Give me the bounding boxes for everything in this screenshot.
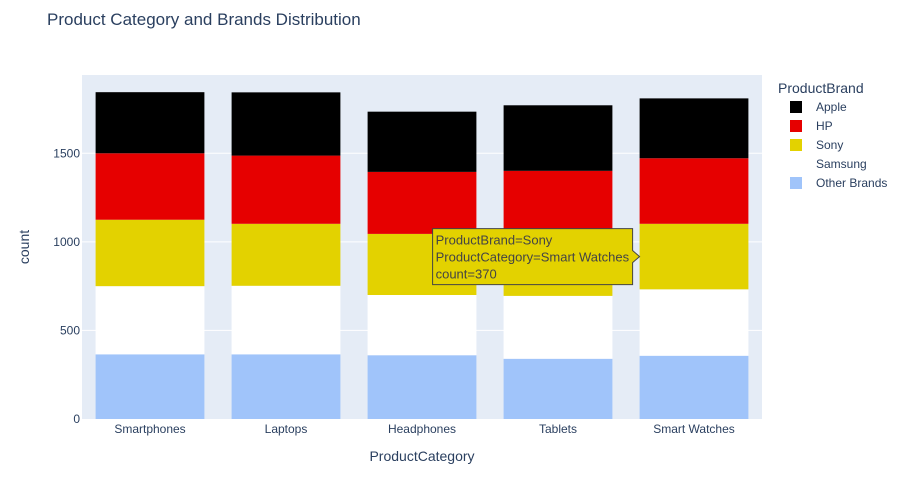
tooltip-line: count=370 <box>436 267 497 282</box>
bar-samsung[interactable] <box>503 295 613 359</box>
legend-swatch <box>790 177 802 189</box>
bar-apple[interactable] <box>95 92 205 154</box>
bar-other-brands[interactable] <box>95 354 205 419</box>
x-axis-title: ProductCategory <box>369 448 474 464</box>
bar-apple[interactable] <box>639 98 749 159</box>
tooltip-line: ProductCategory=Smart Watches <box>436 250 630 265</box>
bar-other-brands[interactable] <box>639 355 749 419</box>
bar-hp[interactable] <box>231 155 341 224</box>
legend-title: ProductBrand <box>778 80 864 96</box>
legend-swatch <box>790 158 802 170</box>
hover-tooltip: ProductBrand=Sony ProductCategory=Smart W… <box>432 228 641 286</box>
bar-other-brands[interactable] <box>367 355 477 419</box>
bar-hp[interactable] <box>95 153 205 220</box>
legend-item-label[interactable]: Other Brands <box>816 176 887 190</box>
bar-samsung[interactable] <box>639 289 749 356</box>
bar-other-brands[interactable] <box>231 354 341 419</box>
x-axis-ticks: Smartphones Laptops Headphones Tablets Smart… <box>114 422 734 436</box>
y-axis-title: count <box>16 230 32 264</box>
bar-samsung[interactable] <box>367 295 477 356</box>
legend-swatch <box>790 101 802 113</box>
x-tick-label: Laptops <box>265 422 308 436</box>
y-tick-label: 1000 <box>53 235 80 249</box>
legend-swatch <box>790 139 802 151</box>
legend-item-label[interactable]: Apple <box>816 100 847 114</box>
bar-samsung[interactable] <box>95 286 205 355</box>
y-axis-ticks: 0 500 1000 1500 <box>53 146 80 426</box>
legend-swatch <box>790 120 802 132</box>
x-tick-label: Tablets <box>539 422 577 436</box>
tooltip-box <box>432 228 641 286</box>
bar-hp[interactable] <box>367 171 477 234</box>
legend: ProductBrand Apple HP Sony Samsung Other Bra… <box>778 80 887 190</box>
chart-title: Product Category and Brands Distribution <box>47 10 361 29</box>
y-tick-label: 1500 <box>53 146 80 160</box>
legend-item-label[interactable]: Samsung <box>816 157 867 171</box>
bar-apple[interactable] <box>231 92 341 156</box>
bar-apple[interactable] <box>503 105 613 171</box>
bar-hp[interactable] <box>503 170 613 235</box>
bar-hp[interactable] <box>639 158 749 224</box>
bar-sony[interactable] <box>231 223 341 286</box>
bar-samsung[interactable] <box>231 285 341 355</box>
bar-other-brands[interactable] <box>503 358 613 419</box>
x-tick-label: Smart Watches <box>653 422 735 436</box>
bar-sony[interactable] <box>95 219 205 287</box>
legend-item-label[interactable]: Sony <box>816 138 843 152</box>
bars <box>95 92 749 419</box>
y-tick-label: 0 <box>73 412 80 426</box>
legend-item-label[interactable]: HP <box>816 119 833 133</box>
bar-sony[interactable] <box>639 223 749 290</box>
x-tick-label: Headphones <box>388 422 456 436</box>
bar-apple[interactable] <box>367 111 477 172</box>
y-tick-label: 500 <box>60 323 80 337</box>
tooltip-line: ProductBrand=Sony <box>436 233 553 248</box>
x-tick-label: Smartphones <box>114 422 185 436</box>
